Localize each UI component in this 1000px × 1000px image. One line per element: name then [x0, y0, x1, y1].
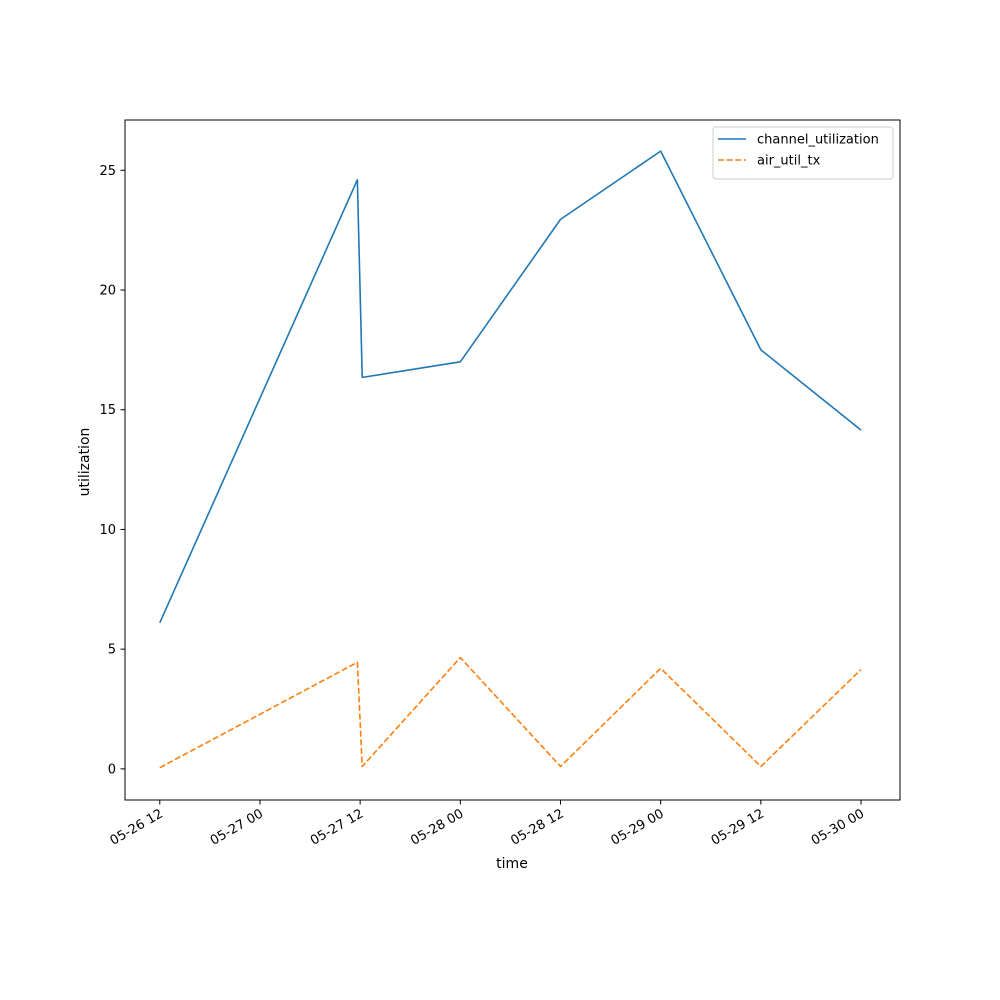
y-axis-label: utilization [77, 428, 93, 497]
legend-label: air_util_tx [757, 154, 821, 169]
x-axis-label: time [496, 856, 528, 872]
y-tick-label: 10 [99, 523, 116, 538]
plot-area [125, 120, 900, 800]
y-tick-label: 5 [108, 643, 116, 658]
x-tick-label: 05-27 12 [308, 806, 366, 848]
x-tick-label: 05-29 12 [709, 806, 767, 848]
y-tick-label: 20 [99, 284, 116, 299]
x-tick-label: 05-29 00 [609, 806, 667, 848]
series-line-channel-utilization [159, 150, 862, 624]
x-tick-label: 05-27 00 [208, 806, 266, 848]
y-axis: 0 5 10 15 20 25 [99, 164, 125, 777]
y-tick-label: 15 [99, 403, 116, 418]
legend: channel_utilization air_util_tx [712, 126, 894, 180]
y-tick-label: 25 [99, 164, 116, 179]
series-layer [159, 150, 862, 769]
plot-frame [124, 119, 901, 801]
x-axis: 05-26 12 05-27 00 05-27 12 05-28 00 05-28 12… [108, 800, 867, 849]
x-tick-label: 05-28 12 [508, 806, 566, 848]
series-line-air-util-tx [159, 656, 862, 769]
legend-label: channel_utilization [757, 133, 879, 148]
legend-box [712, 126, 894, 180]
y-tick-label: 0 [108, 762, 116, 777]
x-tick-label: 05-30 00 [809, 806, 867, 848]
x-tick-label: 05-28 00 [408, 806, 466, 848]
x-tick-label: 05-26 12 [108, 806, 166, 848]
